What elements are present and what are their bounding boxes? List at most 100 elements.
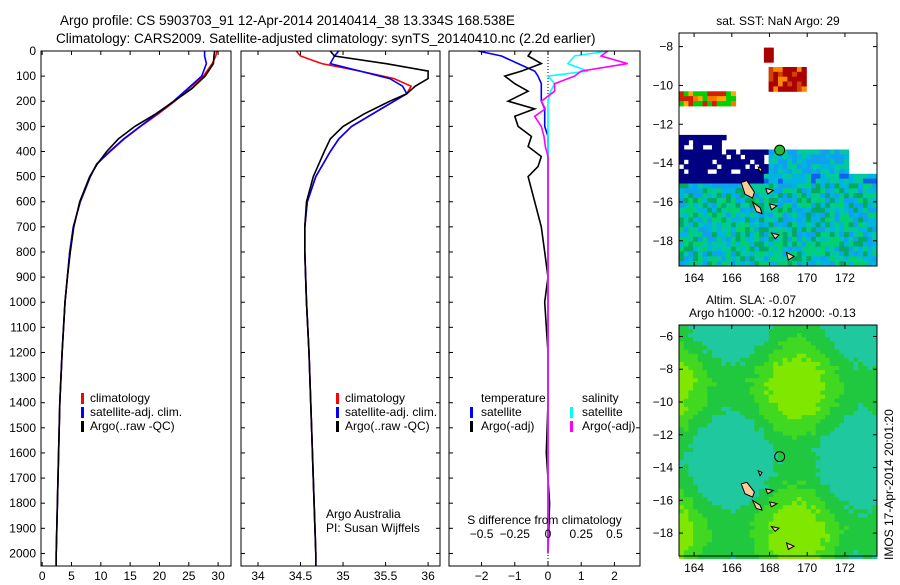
map-cell: [796, 452, 803, 457]
map-cell: [806, 361, 812, 367]
map-cell: [749, 154, 755, 160]
map-cell: [848, 382, 854, 387]
map-cell: [712, 521, 718, 527]
map-cell: [721, 178, 727, 184]
map-cell: [848, 207, 854, 214]
map-cell: [834, 468, 840, 473]
map-cell: [683, 406, 689, 412]
map-cell: [787, 550, 793, 555]
map-cell: [745, 173, 751, 180]
map-cell: [858, 468, 864, 473]
map-cell: [815, 402, 821, 408]
map-cell: [853, 390, 859, 396]
map-cell: [834, 173, 840, 180]
map-cell: [867, 468, 873, 473]
map-cell: [679, 398, 685, 404]
legend-swatch: [81, 393, 84, 404]
map-cell: [702, 394, 708, 400]
map-cell: [759, 538, 765, 543]
map-cell: [792, 168, 798, 175]
map-cell: [768, 349, 774, 355]
map-cell: [763, 227, 770, 233]
map-cell: [707, 550, 713, 555]
map-cell: [862, 198, 869, 204]
map-cell: [792, 345, 798, 351]
map-cell: [679, 251, 685, 257]
map-cell: [679, 236, 685, 243]
map-cell: [707, 207, 713, 214]
island-shape: [740, 481, 755, 498]
map-cell: [697, 517, 704, 523]
map-cell: [683, 357, 689, 363]
map-cell: [848, 529, 854, 535]
map-cell: [707, 333, 713, 338]
map-cell: [716, 427, 722, 432]
map-cell: [688, 468, 694, 473]
map-cell: [853, 447, 859, 453]
map-cell: [787, 386, 793, 391]
map-cell: [740, 256, 746, 262]
map-cell: [778, 419, 784, 424]
map-cell: [726, 329, 732, 334]
map-cell: [792, 370, 798, 375]
map-cell: [872, 241, 878, 248]
map-cell: [820, 366, 826, 371]
map-cell: [872, 406, 878, 412]
map-cell: [834, 329, 840, 334]
map-cell: [754, 546, 760, 551]
map-cell: [679, 480, 685, 486]
map-cell: [679, 492, 685, 498]
map-cell: [759, 149, 765, 155]
map-cell: [829, 198, 836, 204]
map-cell: [754, 533, 760, 539]
map-cell: [867, 427, 873, 432]
map-cell: [867, 374, 873, 379]
map-cell: [801, 513, 807, 518]
map-cell: [683, 139, 689, 146]
map-cell: [867, 513, 873, 518]
map-cell: [759, 378, 765, 383]
lat-tick-label: −16: [653, 195, 674, 209]
map-cell: [862, 529, 869, 535]
map-cell: [858, 261, 864, 267]
map-cell: [693, 386, 699, 391]
map-cell: [806, 443, 812, 449]
map-cell: [829, 488, 836, 494]
map-cell: [683, 431, 689, 437]
map-cell: [844, 361, 850, 367]
map-cell: [712, 411, 718, 416]
map-cell: [796, 521, 803, 527]
map-cell: [679, 149, 685, 155]
map-cell: [792, 529, 798, 535]
map-cell: [782, 198, 788, 204]
map-cell: [796, 484, 803, 490]
map-cell: [792, 456, 798, 461]
map-cell: [829, 246, 836, 252]
map-cell: [697, 439, 704, 445]
map-cell: [707, 406, 713, 412]
map-cell: [862, 357, 869, 363]
map-cell: [683, 550, 689, 555]
map-cell: [754, 513, 760, 518]
map-cell: [801, 525, 807, 531]
map-cell: [768, 357, 774, 363]
map-cell: [825, 246, 831, 252]
map-cell: [697, 144, 704, 150]
map-cell: [787, 222, 793, 228]
map-cell: [759, 390, 765, 396]
map-cell: [683, 222, 689, 228]
map-cell: [763, 390, 770, 396]
map-cell: [763, 261, 770, 267]
map-cell: [862, 517, 869, 523]
map-cell: [801, 202, 807, 209]
map-cell: [707, 505, 713, 510]
map-cell: [754, 538, 760, 543]
map-cell: [811, 411, 817, 416]
map-cell: [872, 468, 878, 473]
map-cell: [787, 513, 793, 518]
map-cell: [726, 222, 732, 228]
island-shape: [768, 203, 779, 211]
map-cell: [712, 202, 718, 209]
map-cell: [702, 139, 708, 146]
map-cell: [806, 374, 812, 379]
